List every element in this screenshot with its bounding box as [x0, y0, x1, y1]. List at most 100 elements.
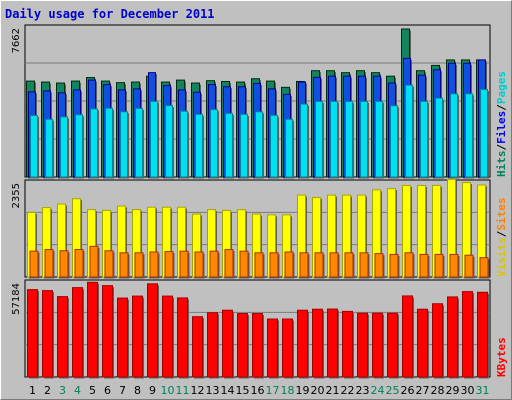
bar-pages: [435, 97, 443, 178]
bar-pages: [150, 100, 158, 178]
bar-pages: [480, 88, 488, 178]
bar-kbytes: [162, 295, 173, 378]
bar-pages: [270, 114, 278, 178]
bar-sites: [119, 252, 129, 278]
bar-pages: [225, 112, 233, 178]
bar-kbytes: [432, 303, 443, 378]
x-tick-label: 3: [59, 384, 66, 397]
x-tick-label: 11: [176, 384, 190, 397]
bar-kbytes: [192, 316, 203, 378]
bar-sites: [194, 251, 204, 278]
bar-pages: [420, 100, 428, 178]
bar-kbytes: [27, 289, 38, 378]
bar-sites: [299, 252, 309, 278]
legend-visits-sites: Visits/Sites: [495, 198, 508, 278]
x-tick-label: 31: [476, 384, 490, 397]
bar-sites: [314, 252, 324, 278]
bar-sites: [44, 249, 54, 278]
legend-item: Visits: [495, 237, 508, 277]
bar-pages: [465, 93, 473, 178]
ymax-label-hits: 7662: [11, 28, 22, 53]
legend-item: /: [495, 230, 508, 237]
x-tick-label: 10: [161, 384, 175, 397]
bar-kbytes: [132, 295, 143, 378]
bar-sites: [89, 245, 99, 278]
bar-kbytes: [447, 296, 458, 378]
legend-item: Sites: [495, 198, 508, 231]
bar-pages: [135, 107, 143, 178]
bar-sites: [434, 253, 444, 278]
bar-pages: [45, 118, 53, 178]
bar-sites: [329, 252, 339, 278]
x-tick-label: 1: [29, 384, 36, 397]
x-tick-label: 24: [371, 384, 385, 397]
bar-pages: [360, 100, 368, 178]
x-tick-label: 4: [74, 384, 81, 397]
legend-item: Hits: [495, 151, 508, 178]
bar-kbytes: [102, 285, 113, 378]
bar-kbytes: [267, 318, 278, 378]
x-tick-label: 25: [386, 384, 400, 397]
bar-sites: [374, 253, 384, 278]
bar-pages: [75, 114, 83, 178]
legend-item: Pages: [495, 71, 508, 104]
bar-kbytes: [222, 309, 233, 378]
bar-sites: [164, 251, 174, 278]
bar-kbytes: [117, 297, 128, 378]
bar-pages: [345, 100, 353, 178]
bar-sites: [479, 257, 489, 278]
chart-title: Daily usage for December 2011: [5, 7, 215, 21]
bar-pages: [165, 105, 173, 178]
bar-sites: [419, 253, 429, 278]
bar-sites: [179, 250, 189, 278]
bar-sites: [344, 252, 354, 278]
x-tick-label: 28: [431, 384, 445, 397]
x-tick-label: 6: [104, 384, 111, 397]
bar-kbytes: [402, 295, 413, 378]
bar-kbytes: [57, 296, 68, 378]
x-tick-label: 20: [311, 384, 325, 397]
bar-kbytes: [297, 309, 308, 378]
bar-pages: [390, 105, 398, 178]
bar-sites: [449, 253, 459, 278]
x-tick-label: 29: [446, 384, 460, 397]
x-tick-label: 26: [401, 384, 415, 397]
bar-pages: [60, 116, 68, 178]
bar-kbytes: [417, 308, 428, 378]
bar-sites: [464, 254, 474, 278]
bar-pages: [210, 109, 218, 178]
x-tick-label: 8: [134, 384, 141, 397]
bar-kbytes: [312, 308, 323, 378]
bar-sites: [59, 250, 69, 278]
x-tick-label: 9: [149, 384, 156, 397]
bar-kbytes: [477, 291, 488, 378]
bar-kbytes: [387, 312, 398, 378]
bar-kbytes: [462, 291, 473, 378]
bar-pages: [180, 110, 188, 178]
bar-pages: [30, 115, 38, 178]
x-tick-label: 2: [44, 384, 51, 397]
bar-sites: [74, 249, 84, 278]
x-tick-label: 15: [236, 384, 250, 397]
bar-sites: [389, 253, 399, 278]
x-tick-label: 23: [356, 384, 370, 397]
bar-pages: [450, 93, 458, 178]
bar-kbytes: [147, 283, 158, 378]
x-tick-label: 22: [341, 384, 355, 397]
bar-sites: [359, 252, 369, 278]
x-tick-label: 16: [251, 384, 265, 397]
bar-pages: [300, 103, 308, 178]
legend-item: /: [495, 144, 508, 151]
bar-sites: [29, 250, 39, 278]
x-tick-label: 19: [296, 384, 310, 397]
bar-pages: [195, 113, 203, 178]
x-tick-label: 12: [191, 384, 205, 397]
bar-sites: [134, 252, 144, 278]
bar-kbytes: [252, 313, 263, 378]
bar-kbytes: [342, 310, 353, 378]
bar-pages: [315, 100, 323, 178]
bar-sites: [284, 251, 294, 278]
x-tick-label: 21: [326, 384, 340, 397]
bar-pages: [255, 111, 263, 178]
